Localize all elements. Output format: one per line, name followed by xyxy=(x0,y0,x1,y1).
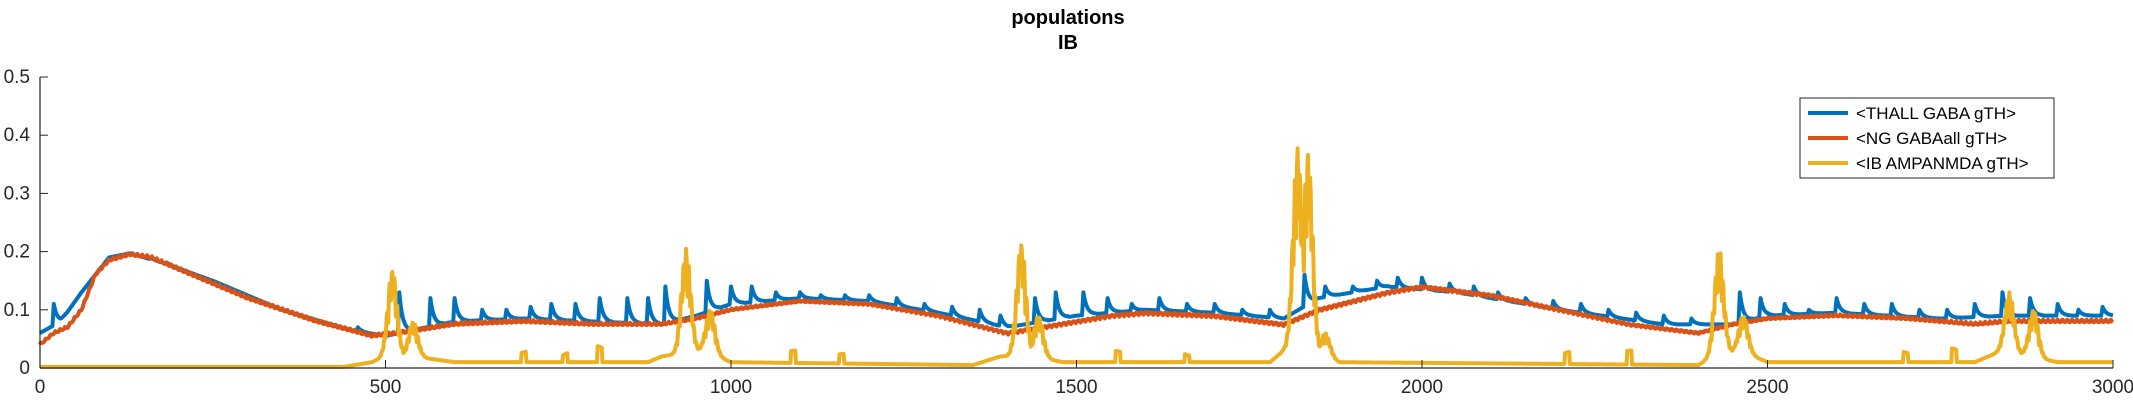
x-tick-label: 2000 xyxy=(1401,377,1443,398)
x-tick-label: 2500 xyxy=(1746,377,1788,398)
y-axis-ticks: 0 0.1 0.2 0.3 0.4 0.5 xyxy=(4,67,48,379)
series-line-ng xyxy=(38,251,2115,346)
y-tick-label: 0.3 xyxy=(4,183,30,204)
x-tick-label: 3000 xyxy=(2092,377,2133,398)
x-axis-ticks: 0 500 1000 1500 2000 2500 3000 xyxy=(35,360,2133,398)
legend-label-ib: <IB AMPANMDA gTH> xyxy=(1856,154,2029,173)
y-tick-label: 0.5 xyxy=(4,67,30,88)
legend: <THALL GABA gTH> <NG GABAall gTH> <IB AM… xyxy=(1799,97,2055,179)
x-tick-label: 1500 xyxy=(1055,377,1097,398)
y-tick-label: 0.2 xyxy=(4,242,30,263)
chart-subtitle: IB xyxy=(1058,32,1078,54)
series-line-ib xyxy=(38,146,2115,369)
x-tick-label: 1000 xyxy=(710,377,752,398)
plot-series xyxy=(38,146,2115,369)
y-tick-label: 0.4 xyxy=(4,125,31,146)
chart-title: populations xyxy=(1011,7,1124,29)
legend-label-thall: <THALL GABA gTH> xyxy=(1856,104,2016,123)
x-tick-label: 500 xyxy=(370,377,402,398)
legend-label-ng: <NG GABAall gTH> xyxy=(1856,129,2007,148)
y-tick-label: 0 xyxy=(19,358,30,379)
y-tick-label: 0.1 xyxy=(4,300,30,321)
x-tick-label: 0 xyxy=(35,377,46,398)
